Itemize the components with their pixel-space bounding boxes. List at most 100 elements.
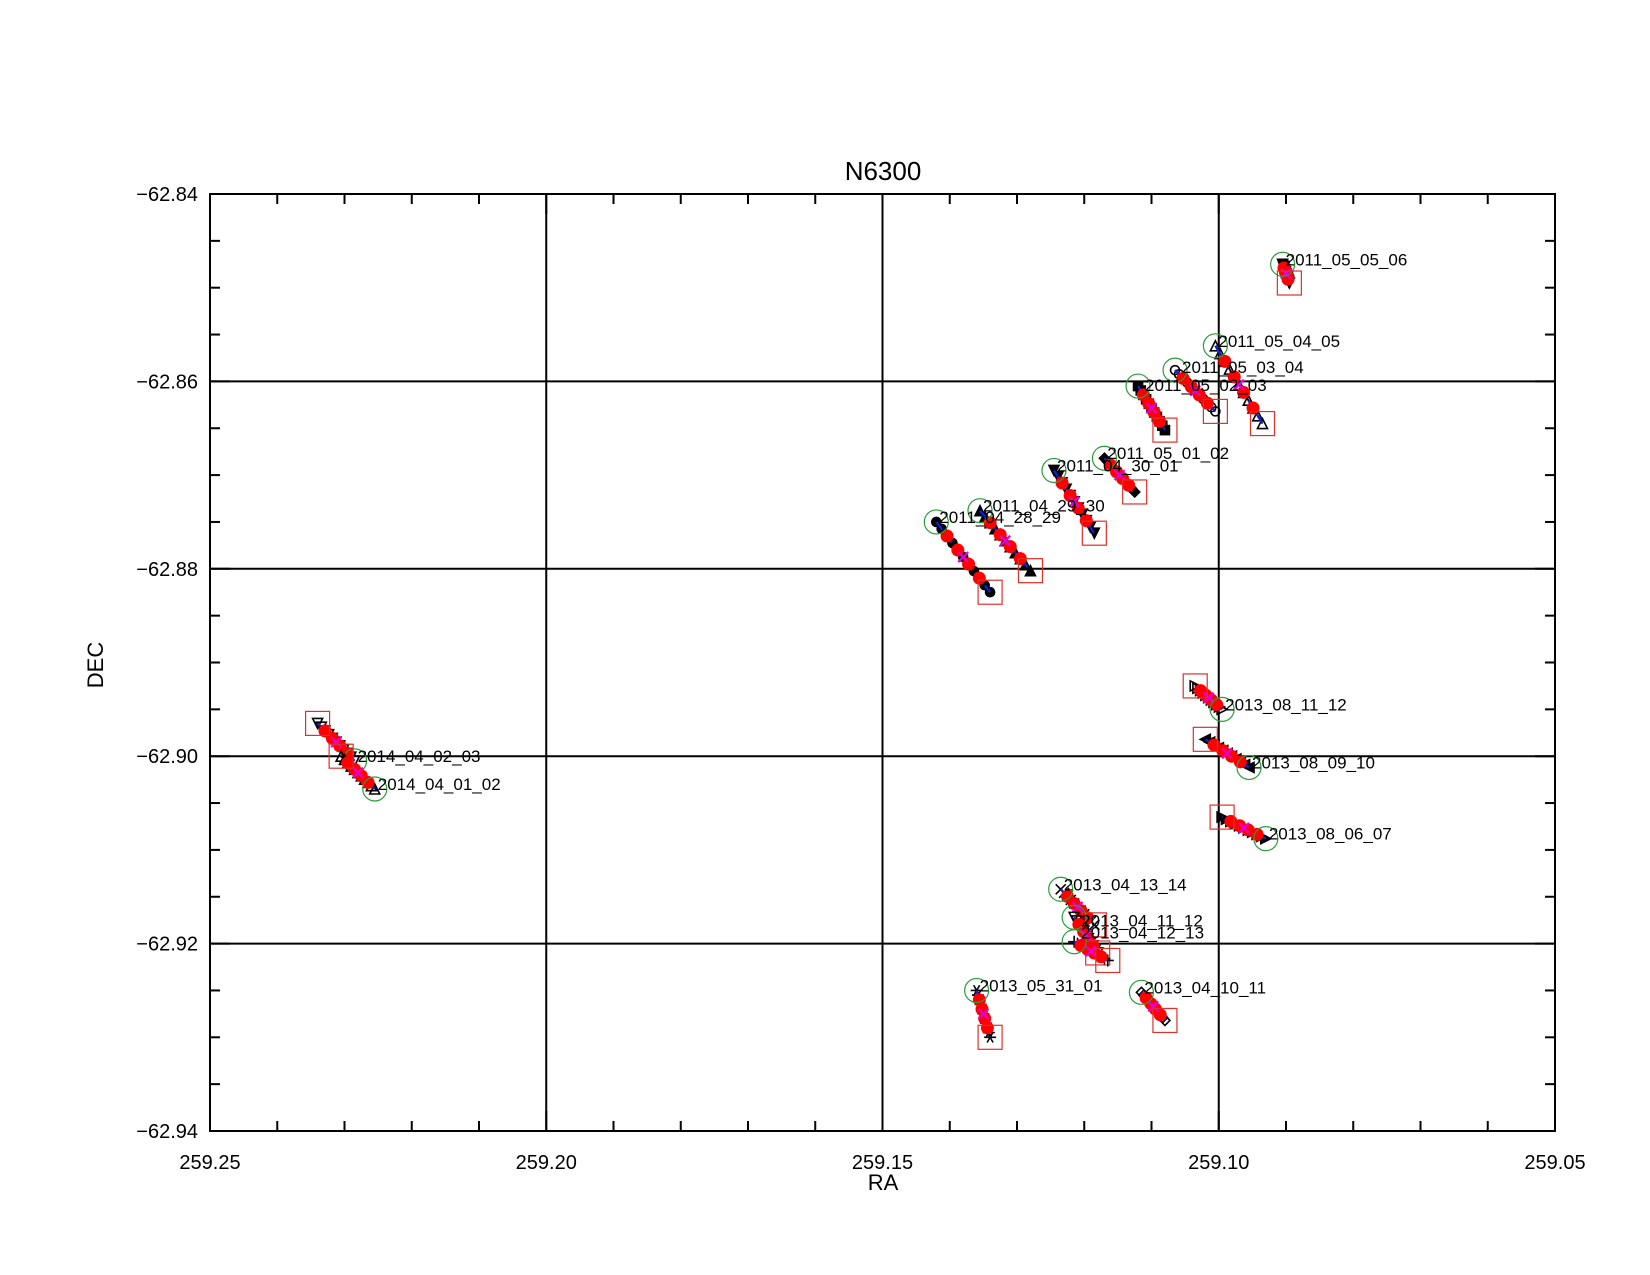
tracks: 2011_05_05_062011_05_04_052011_05_03_042… [305,250,1408,1050]
track-start-circle [1091,445,1118,471]
track-midpoint [1068,496,1080,508]
chart-title: N6300 [845,156,922,186]
track-start-circle [1128,979,1155,1005]
track-point [962,557,976,571]
track-midpoint [1080,929,1092,941]
track-label: 2011_04_29_30 [983,497,1105,516]
track-2013_05_31_01: 2013_05_31_01 [964,976,1103,1050]
track-2013_08_06_07: 2013_08_06_07 [1209,804,1392,852]
track-label: 2011_05_04_05 [1218,332,1340,351]
track-start-circle [362,776,388,802]
x-axis-label: RA [868,1170,899,1195]
track-point [1094,950,1108,964]
tick-labels: 259.25 259.20 259.15 259.10 259.05 −62.84 −62.… [136,184,1585,1174]
track-end-square [977,579,1003,605]
track-start-circle [1048,876,1074,902]
track-start-circle [1125,373,1151,399]
track-label: 2013_05_31_01 [980,976,1103,995]
x-tick-label: 259.20 [516,1152,577,1174]
track-start-circle [964,977,990,1004]
track-marker [334,749,348,763]
track-label: 2013_04_13_14 [1064,875,1187,894]
track-label: 2013_04_10_11 [1144,978,1266,997]
track-label: 2014_04_02_03 [358,747,481,766]
track-marker [1209,339,1222,352]
track-midpoint [1189,384,1201,397]
track-point [1227,370,1241,384]
track-point [972,571,986,585]
track-2011_05_01_02: 2011_05_01_02 [1091,444,1229,505]
track-2011_04_28_29: 2011_04_28_29 [923,508,1061,605]
track-midpoint [1221,747,1233,760]
track-midpoint [1233,378,1245,391]
track-2011_04_29_30: 2011_04_29_30 [967,497,1105,584]
y-axis-label: DEC [83,642,108,689]
track-end-square [305,710,331,737]
track-end-square [328,743,354,769]
track-midpoint [1071,901,1084,913]
track-point [983,516,997,530]
track-2013_08_09_10: 2013_08_09_10 [1192,726,1375,781]
track-start-circle [1270,251,1296,277]
track-point [980,1021,994,1035]
track-end-square [1209,804,1235,830]
x-tick-label: 259.25 [179,1152,240,1174]
grid-lines [210,194,1555,1131]
track-label: 2011_05_01_02 [1107,444,1229,463]
track-midpoint [330,736,342,748]
track-marker [1251,408,1265,422]
track-end-square [1202,398,1228,424]
track-label: 2014_04_01_02 [378,775,501,794]
track-marker [311,717,324,731]
track-midpoint [1085,945,1097,957]
axes [209,193,1556,1132]
track-2014_04_02_03: 2014_04_02_03 [305,710,481,774]
x-tick-label: 259.15 [852,1152,913,1174]
track-point [1224,814,1238,828]
track-end-square [1152,417,1178,443]
track-point [1153,414,1167,428]
track-start-circle [1041,457,1067,484]
track-label: 2013_08_09_10 [1252,753,1375,772]
track-marker [1210,406,1221,417]
track-midpoint [957,551,969,563]
track-start-circle [1202,333,1228,359]
track-marker [1024,563,1037,577]
track-point [1071,501,1085,515]
track-midpoint [352,766,364,779]
track-label: 2011_05_03_04 [1182,358,1304,377]
track-label: 2013_08_11_12 [1225,695,1347,714]
track-end-square [1122,479,1148,505]
track-start-circle [1236,754,1262,781]
track-label: 2011_04_30_01 [1057,456,1179,475]
y-tick-label: −62.86 [136,371,198,393]
y-tick-label: −62.88 [136,559,198,581]
x-tick-label: 259.10 [1188,1152,1249,1174]
track-label: 2011_05_05_06 [1286,250,1408,269]
track-end-square [1249,410,1276,437]
track-label: 2011_04_28_29 [939,508,1061,527]
track-label: 2011_05_02_03 [1145,376,1267,395]
track-start-circle [1061,929,1087,955]
track-marker [368,782,382,795]
track-point [1246,401,1260,415]
track-midpoint [1280,267,1292,280]
track-midpoint [1147,1000,1159,1013]
track-midpoint [1202,691,1215,704]
track-end-square [1081,520,1107,546]
track-2011_05_02_03: 2011_05_02_03 [1125,373,1267,443]
y-tick-label: −62.84 [136,184,198,206]
track-end-square [1192,726,1218,752]
track-2013_04_12_13: 2013_04_12_13 [1061,924,1204,974]
track-point [1081,911,1095,925]
track-end-square [1095,947,1121,974]
y-tick-label: −62.92 [136,934,198,956]
track-end-square [1276,270,1302,296]
track-2013_04_10_11: 2013_04_10_11 [1128,978,1266,1034]
track-point [1055,476,1069,490]
track-label: 2013_04_12_13 [1081,924,1204,943]
track-marker [1256,416,1269,430]
track-start-circle [1253,826,1279,852]
track-label: 2013_08_06_07 [1269,825,1392,844]
